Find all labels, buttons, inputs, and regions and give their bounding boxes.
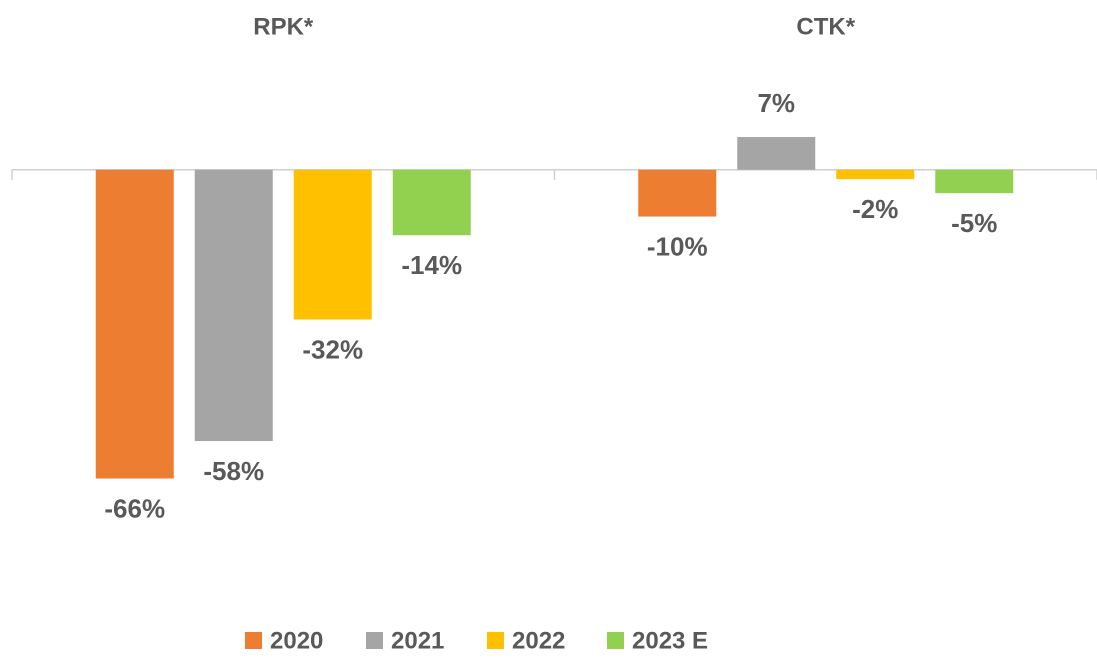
category-label: RPK* — [253, 13, 314, 40]
data-label: -58% — [203, 456, 264, 486]
legend-swatch — [366, 632, 383, 649]
data-label: -2% — [852, 194, 898, 224]
bar — [638, 169, 717, 217]
data-label: -14% — [401, 250, 462, 280]
legend-label: 2021 — [391, 627, 444, 654]
bar — [392, 169, 471, 236]
legend-label: 2023 E — [632, 627, 708, 654]
legend-swatch — [245, 632, 262, 649]
legend-label: 2022 — [512, 627, 565, 654]
data-label: -32% — [302, 334, 363, 364]
category-label: CTK* — [796, 13, 855, 40]
data-label: -10% — [647, 231, 708, 261]
legend-swatch — [487, 632, 504, 649]
bar — [293, 169, 372, 320]
legend-swatch — [607, 632, 624, 649]
bar — [194, 169, 273, 442]
bar — [935, 169, 1014, 194]
data-label: 7% — [757, 88, 795, 118]
data-label: -5% — [951, 208, 997, 238]
bar — [737, 137, 816, 170]
legend-label: 2020 — [270, 627, 323, 654]
bar — [95, 169, 174, 479]
data-label: -66% — [104, 493, 165, 523]
bar — [836, 169, 915, 180]
